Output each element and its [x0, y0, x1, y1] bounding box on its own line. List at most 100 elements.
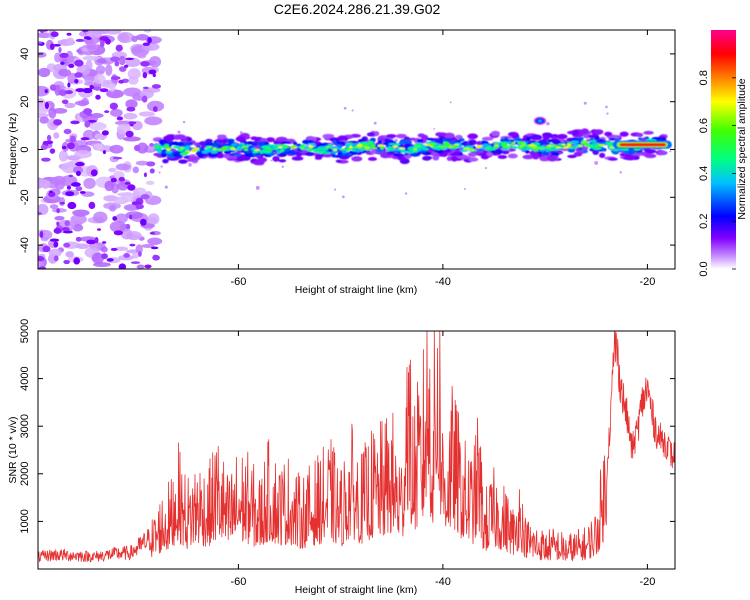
heatmap-cell: [589, 139, 597, 143]
heatmap-cell: [58, 89, 68, 96]
heatmap-cell: [109, 220, 127, 233]
heatmap-cell: [442, 142, 450, 146]
heatmap-cell: [177, 130, 181, 134]
heatmap-cell: [619, 171, 622, 174]
heatmap-cell: [123, 252, 130, 258]
heatmap-cell: [333, 148, 338, 152]
heatmap-cell: [80, 137, 90, 141]
heatmap-cell: [207, 145, 213, 148]
heatmap-cell: [110, 56, 120, 62]
heatmap-cell: [101, 241, 107, 244]
heatmap-cell: [404, 154, 412, 159]
heatmap-cell: [50, 31, 59, 38]
heatmap-cell: [154, 145, 159, 149]
heatmap-cell: [332, 146, 341, 150]
heatmap-cell: [470, 148, 475, 152]
heatmap-cell: [150, 246, 159, 250]
heatmap-cell: [594, 144, 600, 148]
heatmap-cell: [157, 150, 162, 154]
heatmap-cell: [152, 73, 156, 78]
heatmap-cell: [437, 132, 447, 137]
snr-ticks: -60 -40 -20 1000 2000 3000 4000 5000: [19, 319, 675, 588]
heatmap-cell: [494, 146, 500, 149]
colorbar-tick-label: 0.0: [698, 261, 710, 276]
heatmap-cell: [46, 134, 52, 142]
heatmap-cell: [38, 51, 47, 58]
heatmap-cell: [573, 151, 583, 157]
y-tick-label: 2000: [19, 462, 31, 486]
heatmap-cell: [125, 224, 131, 230]
heatmap-cell: [259, 137, 268, 142]
heatmap-cell: [113, 230, 124, 236]
heatmap-cell: [291, 156, 304, 161]
heatmap-cell: [509, 143, 514, 146]
heatmap-cell: [75, 161, 85, 167]
heatmap-cell: [117, 31, 135, 44]
heatmap-cell: [385, 134, 397, 138]
heatmap-cell: [141, 95, 148, 103]
heatmap-cell: [591, 142, 600, 146]
heatmap-cell: [562, 143, 566, 146]
heatmap-cell: [323, 151, 330, 154]
heatmap-cell: [318, 146, 326, 149]
heatmap-cell: [128, 121, 137, 125]
heatmap-cell: [86, 44, 97, 50]
heatmap-cell: [500, 138, 505, 143]
heatmap-cell: [583, 101, 587, 105]
heatmap-cell: [53, 119, 63, 126]
heatmap-cell: [223, 145, 230, 148]
heatmap-cell: [94, 237, 99, 244]
heatmap-cell: [100, 40, 105, 48]
heatmap-cell: [89, 122, 107, 131]
heatmap-cell: [300, 147, 305, 150]
heatmap-cell: [130, 261, 141, 264]
heatmap-cell: [104, 110, 110, 114]
heatmap-cell: [75, 88, 86, 93]
heatmap-cell: [367, 140, 374, 145]
heatmap-cell: [356, 146, 364, 149]
heatmap-cell: [145, 180, 155, 186]
heatmap-cell: [58, 196, 66, 207]
heatmap-cell: [38, 266, 46, 269]
heatmap-cell: [205, 138, 213, 143]
heatmap-cell: [278, 159, 287, 163]
heatmap-cell: [162, 158, 169, 164]
heatmap-cell: [41, 157, 51, 162]
heatmap-cell: [123, 112, 138, 120]
heatmap-cell: [566, 143, 571, 147]
heatmap-cell: [313, 148, 322, 152]
heatmap-cell: [70, 182, 81, 187]
heatmap-cell: [334, 188, 337, 191]
heatmap-cell: [422, 147, 429, 151]
heatmap-cell: [555, 146, 562, 149]
heatmap-cell: [63, 242, 71, 248]
heatmap-cell: [612, 151, 619, 155]
heatmap-cell: [53, 255, 59, 262]
heatmap-cell: [110, 247, 118, 252]
heatmap-cell: [129, 243, 136, 247]
colorbar-tick-label: 0.2: [698, 214, 710, 229]
snr-y-axis-label: SNR (10 * v/v): [7, 416, 19, 483]
y-tick-label: 5000: [19, 319, 31, 343]
heatmap-cell: [38, 203, 49, 215]
heatmap-cell: [468, 157, 479, 162]
heatmap-cell: [63, 259, 70, 265]
heatmap-cell: [136, 142, 149, 154]
y-tick-label: 4000: [19, 366, 31, 390]
heatmap-cell: [342, 150, 347, 154]
heatmap-cell: [79, 190, 86, 194]
heatmap-cell: [585, 142, 589, 146]
heatmap-cell: [68, 63, 75, 68]
heatmap-cell: [52, 108, 68, 114]
heatmap-cell: [567, 154, 577, 159]
heatmap-cell: [527, 146, 535, 149]
heatmap-cell: [88, 201, 96, 210]
heatmap-cell: [527, 147, 534, 151]
heatmap-cell: [571, 129, 580, 136]
x-tick-label: -40: [435, 276, 451, 288]
spectrogram-y-axis-label: Frequency (Hz): [7, 113, 19, 185]
heatmap-cell: [308, 142, 315, 146]
heatmap-cell: [141, 243, 155, 248]
heatmap-cell: [607, 157, 618, 161]
heatmap-cell: [132, 166, 140, 174]
